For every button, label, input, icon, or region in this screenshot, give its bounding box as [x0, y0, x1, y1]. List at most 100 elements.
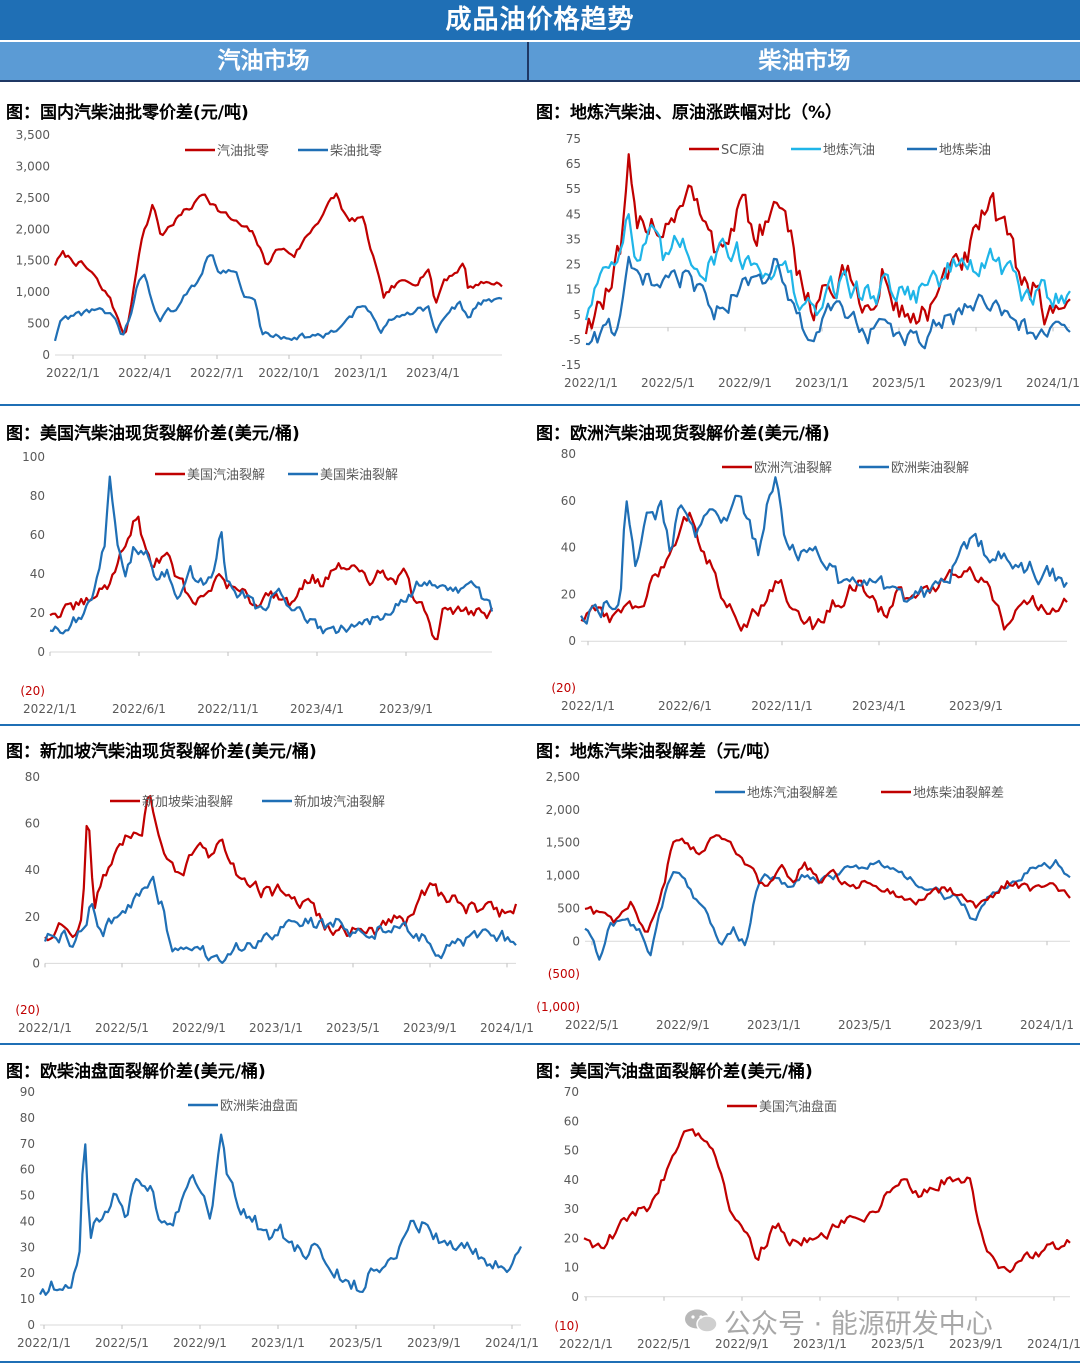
x-tick-label: 2023/4/1 — [290, 702, 344, 716]
page-title: 成品油价格趋势 — [445, 5, 635, 35]
x-tick-label: 2023/9/1 — [949, 1337, 1003, 1351]
chart-us-gasoline-futures: 70 60 50 40 30 20 10 0 (10) 2022/1/1 2022/5/1 2022/… — [554, 1085, 1080, 1351]
x-tick-label: 2022/9/1 — [173, 1336, 227, 1350]
chart-eu-spot-crack: 80 60 40 20 0 (20) 2022/1/1 2022/6/1 2022/11/1 20… — [551, 447, 1068, 713]
y-tick-label: (10) — [554, 1319, 579, 1333]
x-tick-label: 2023/1/1 — [747, 1018, 801, 1032]
x-tick-label: 2023/9/1 — [929, 1018, 983, 1032]
gasoline-column-header: 汽油市场 — [0, 42, 527, 80]
x-tick-label: 2023/9/1 — [949, 376, 1003, 390]
y-tick-label: 90 — [20, 1085, 35, 1099]
x-tick-label: 2023/1/1 — [251, 1336, 305, 1350]
y-tick-label: 2,500 — [16, 191, 50, 205]
y-tick-label: (20) — [15, 1003, 40, 1017]
y-tick-label: 45 — [566, 207, 581, 221]
chart-title-local-refinery-change: 图：地炼汽柴油、原油涨跌幅对比（%） — [536, 103, 843, 123]
chart-domestic-spread: 3,500 3,000 2,500 2,000 1,500 1,000 500 0 2022/1… — [16, 128, 503, 380]
x-tick-label: 2022/9/1 — [656, 1018, 710, 1032]
legend-label: 新加坡汽油裂解 — [294, 794, 385, 810]
x-tick-label: 2023/4/1 — [852, 699, 906, 713]
x-tick-label: 2022/5/1 — [95, 1021, 149, 1035]
y-tick-label: 20 — [561, 587, 576, 601]
y-tick-label: 60 — [564, 1114, 579, 1128]
y-tick-label: 0 — [32, 956, 40, 970]
series-line — [53, 192, 503, 335]
legend-label: 新加坡柴油裂解 — [142, 794, 233, 810]
x-tick-label: 2024/1/1 — [1026, 376, 1080, 390]
y-tick-label: 2,000 — [16, 222, 50, 236]
chart-local-refinery-change: 75 65 55 45 35 25 15 5 -5 -15 2022/1/1 2022/5/1 2022… — [561, 132, 1080, 390]
x-tick-label: 2023/1/1 — [793, 1337, 847, 1351]
legend-label: 欧洲柴油盘面 — [220, 1098, 298, 1114]
x-tick-label: 2022/1/1 — [18, 1021, 72, 1035]
y-tick-label: 0 — [37, 645, 45, 659]
chart-title-us-spot-crack: 图：美国汽柴油现货裂解价差(美元/桶) — [6, 424, 300, 444]
y-tick-label: 0 — [42, 348, 50, 362]
x-tick-label: 2022/5/1 — [95, 1336, 149, 1350]
row-divider-1 — [0, 404, 1080, 406]
y-tick-label: 20 — [30, 606, 45, 620]
legend-label: 美国汽油裂解 — [187, 468, 265, 483]
x-tick-label: 2022/5/1 — [637, 1337, 691, 1351]
y-tick-label: (20) — [20, 684, 45, 698]
x-tick-label: 2023/9/1 — [379, 702, 433, 716]
y-tick-label: 80 — [561, 447, 576, 461]
y-tick-label: 80 — [25, 770, 40, 784]
legend-label: SC原油 — [721, 143, 764, 158]
x-tick-label: 2023/1/1 — [249, 1021, 303, 1035]
x-tick-label: 2022/10/1 — [258, 366, 320, 380]
x-tick-label: 2022/5/1 — [641, 376, 695, 390]
y-tick-label: (20) — [551, 681, 576, 695]
y-tick-label: 55 — [566, 182, 581, 196]
x-tick-label: 2023/1/1 — [795, 376, 849, 390]
y-tick-label: 75 — [566, 132, 581, 146]
watermark: 公众号 · 能源研发中心 — [724, 1309, 993, 1340]
x-tick-label: 2022/7/1 — [190, 366, 244, 380]
wechat-icon — [685, 1309, 718, 1333]
page-banner: 成品油价格趋势 — [0, 0, 1080, 40]
y-tick-label: 50 — [564, 1144, 579, 1158]
y-tick-label: 30 — [564, 1202, 579, 1216]
series-line — [53, 254, 503, 342]
series-line — [584, 153, 1071, 335]
y-tick-label: 2,000 — [546, 803, 580, 817]
series-line — [43, 875, 517, 964]
x-tick-label: 2024/1/1 — [485, 1336, 539, 1350]
x-tick-label: 2022/1/1 — [559, 1337, 613, 1351]
y-tick-label: 1,500 — [16, 254, 50, 268]
y-tick-label: 500 — [557, 901, 580, 915]
y-tick-label: 0 — [571, 1290, 579, 1304]
legend-label: 美国汽油盘面 — [759, 1099, 837, 1115]
y-tick-label: 40 — [25, 863, 40, 877]
y-tick-label: 65 — [566, 157, 581, 171]
y-tick-label: 20 — [20, 1266, 35, 1280]
chart-title-eu-diesel-futures: 图：欧柴油盘面裂解价差(美元/桶) — [6, 1062, 266, 1082]
y-tick-label: 70 — [564, 1085, 579, 1099]
y-tick-label: 100 — [22, 450, 45, 464]
x-tick-label: 2022/6/1 — [112, 702, 166, 716]
row-divider-4 — [0, 1361, 1080, 1363]
y-tick-label: 20 — [25, 910, 40, 924]
y-tick-label: 70 — [20, 1137, 35, 1151]
x-tick-label: 2023/4/1 — [406, 366, 460, 380]
series-line — [39, 1133, 522, 1296]
legend-label: 柴油批零 — [330, 144, 382, 159]
x-tick-label: 2024/1/1 — [480, 1021, 534, 1035]
series-line — [580, 511, 1068, 632]
x-tick-label: 2023/5/1 — [871, 1337, 925, 1351]
y-tick-label: 60 — [30, 528, 45, 542]
x-tick-label: 2024/1/1 — [1027, 1337, 1080, 1351]
chart-title-eu-spot-crack: 图：欧洲汽柴油现货裂解价差(美元/桶) — [536, 424, 830, 444]
y-tick-label: 1,000 — [16, 285, 50, 299]
x-tick-label: 2023/1/1 — [334, 366, 388, 380]
x-tick-label: 2022/4/1 — [118, 366, 172, 380]
y-tick-label: (1,000) — [536, 1000, 580, 1014]
x-tick-label: 2023/5/1 — [329, 1336, 383, 1350]
x-tick-label: 2023/9/1 — [407, 1336, 461, 1350]
x-tick-label: 2023/9/1 — [949, 699, 1003, 713]
series-line — [44, 795, 518, 942]
series-line — [49, 515, 493, 641]
legend-label: 地炼柴油裂解差 — [913, 786, 1004, 801]
legend-label: 地炼汽油裂解差 — [747, 786, 838, 801]
y-tick-label: 80 — [20, 1111, 35, 1125]
